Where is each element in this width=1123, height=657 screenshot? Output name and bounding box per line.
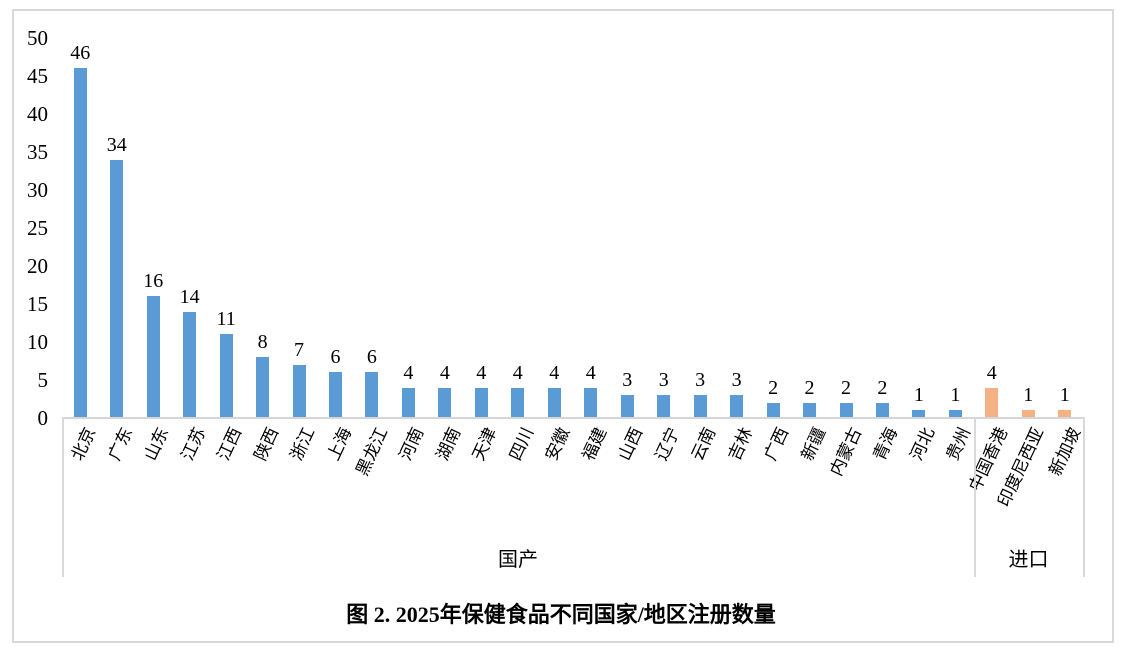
bar [474,387,488,418]
bar-value-label: 4 [476,361,487,384]
bar-value-label: 3 [695,369,706,392]
bar [803,402,816,418]
bar [1021,410,1035,418]
group-label-import: 进口 [1008,549,1049,571]
bar-value-label: 4 [512,361,523,384]
group-label-domestic: 国产 [498,549,538,571]
bar [912,410,926,418]
bar [219,334,233,418]
bar [183,311,197,418]
bar [730,395,744,418]
bar-value-label: 2 [877,376,888,399]
bar [292,364,306,418]
y-tick-label: 5 [37,368,49,392]
bar-value-label: 4 [439,361,450,384]
y-tick-label: 25 [27,216,48,240]
bar-value-label: 34 [106,133,127,156]
chart-title: 图 2. 2025年保健食品不同国家/地区注册数量 [346,602,776,627]
bar [110,159,124,418]
bar [875,402,889,418]
bar [365,372,379,418]
group-separator-line [1083,417,1085,577]
bar-value-label: 8 [257,331,268,354]
group-separator-line [62,417,64,577]
y-tick-label: 40 [27,102,48,126]
y-tick-label: 0 [37,406,49,430]
bar-value-label: 7 [294,338,304,361]
bar [657,395,671,418]
bar [438,387,452,418]
y-tick-label: 10 [27,330,48,354]
bar-value-label: 2 [804,376,815,399]
bar [948,410,962,418]
x-axis-line [62,417,1083,419]
bar-value-label: 6 [330,346,341,369]
bar [73,68,87,418]
y-tick-label: 45 [27,64,48,88]
bar-value-label: 14 [179,285,200,308]
bar [329,372,342,418]
bar [511,387,525,418]
bar-value-label: 6 [366,346,377,369]
bar [401,387,415,418]
bar-value-label: 3 [731,369,742,392]
bar [839,402,853,418]
bar-value-label: 1 [950,384,961,407]
bar [256,357,270,418]
bar-value-label: 1 [1059,384,1070,407]
y-tick-label: 30 [27,178,48,202]
group-separator-line [973,417,976,577]
bar-value-label: 11 [216,308,236,331]
bar [620,395,634,418]
bar [1058,410,1072,418]
bar-value-label: 4 [403,361,414,384]
bar [985,387,999,418]
bar [693,395,707,418]
bar-value-label: 4 [549,361,560,384]
y-tick-label: 20 [27,254,48,278]
y-tick-label: 35 [27,140,48,164]
bar [146,296,160,418]
bar [547,387,561,418]
bar-value-label: 4 [986,361,997,384]
bar-value-label: 16 [143,270,164,293]
bar-value-label: 1 [1023,384,1034,407]
y-tick-label: 15 [27,292,48,316]
bar [584,387,598,418]
bar [766,402,780,418]
bar-value-label: 2 [768,376,779,399]
bar-value-label: 46 [70,42,91,65]
bar-value-label: 3 [622,369,633,392]
y-tick-label: 50 [27,26,48,50]
bar-value-label: 2 [841,376,851,399]
bar-value-label: 1 [913,384,924,407]
bar-value-label: 4 [585,361,596,384]
bar-value-label: 3 [658,369,669,392]
